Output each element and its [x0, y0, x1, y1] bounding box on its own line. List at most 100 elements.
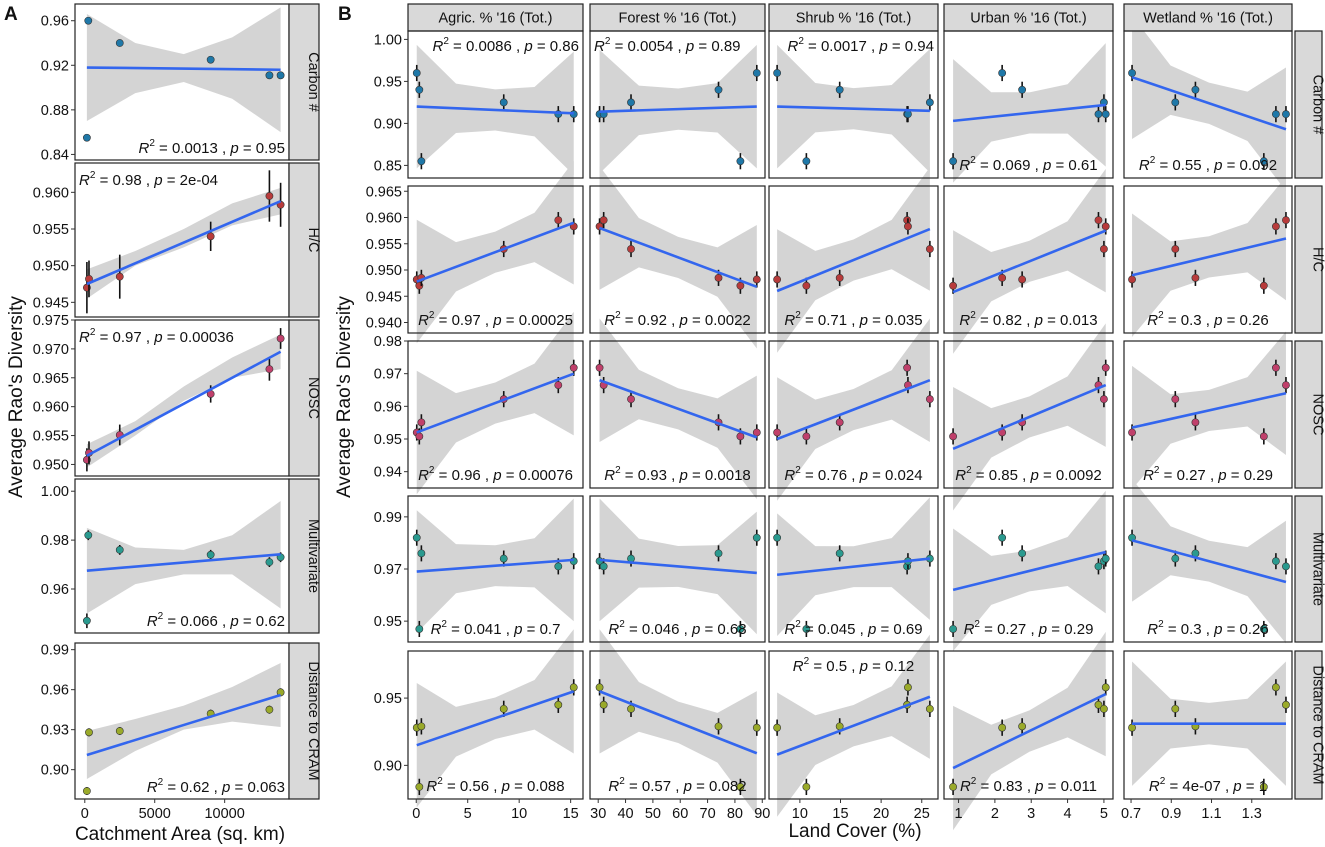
a-nosc-data-point [265, 365, 274, 374]
b-nosc-c1-y-tick-label: 0.94 [374, 465, 402, 481]
b-multivariate-c4-data-point [1018, 549, 1027, 558]
b-multivariate-c2-data-point [714, 549, 723, 558]
b-distance-to-cram-c1-x-tick-label: 15 [563, 806, 579, 822]
b-nosc-c2-data-point [595, 363, 604, 372]
b-nosc-c5-data-point [1171, 395, 1180, 404]
b-distance-to-cram-c4-x-tick-label: 5 [1100, 806, 1108, 822]
b-multivariate-c5-fit-line [1131, 539, 1287, 584]
b-h-c-c4-stat-annotation: R2 = 0.82 , p = 0.013 [959, 310, 1097, 329]
b-h-c-c1-y-tick-label: 0.940 [366, 316, 402, 332]
b-carbon-c4-stat-annotation: R2 = 0.069 , p = 0.61 [959, 155, 1097, 174]
b-col-3-strip-label: Shrub % '16 (Tot.) [796, 11, 912, 27]
a-multivariate-data-point [206, 550, 215, 559]
panel-a-label: A [4, 4, 18, 25]
b-nosc-c5-frame [1123, 340, 1293, 489]
b-h-c-c4-data-point [998, 273, 1007, 282]
b-carbon-c3-data-point [925, 98, 934, 107]
a-nosc-y-tick-label: 0.965 [33, 371, 69, 387]
a-carbon-data-point [276, 71, 285, 80]
b-distance-to-cram-c4-data-point [998, 723, 1007, 732]
b-carbon-c4-fit-line [952, 103, 1106, 123]
a-nosc-y-tick-label: 0.970 [33, 342, 69, 358]
b-carbon-c3-data-point [773, 69, 782, 77]
b-nosc-c2-stat-annotation: R2 = 0.93 , p = 0.0018 [604, 465, 751, 484]
b-multivariate-c3-stat-annotation: R2 = 0.045 , p = 0.69 [784, 619, 922, 638]
a-distance-to-cram-row-strip [288, 642, 320, 800]
b-carbon-row-strip-label: Carbon # [1310, 75, 1325, 135]
a-distance-to-cram-y-tick-label: 0.99 [41, 643, 69, 659]
a-carbon-y-tick-label: 0.96 [41, 14, 69, 30]
b-distance-to-cram-c1-fit-line [416, 690, 575, 747]
b-nosc-row-strip-label: NOSC [1310, 394, 1325, 436]
b-carbon-c5-frame [1123, 30, 1293, 179]
b-nosc-c3-data-point [773, 428, 782, 437]
b-h-c-c2-frame [589, 185, 766, 334]
b-distance-to-cram-c4-data-point [1094, 700, 1103, 709]
b-distance-to-cram-c1-y-tick-label: 0.95 [374, 691, 402, 707]
b-distance-to-cram-c3-stat-annotation: R2 = 0.5 , p = 0.12 [793, 656, 915, 675]
b-h-c-row-strip-label: H/C [1310, 247, 1325, 272]
b-carbon-c1-data-point [417, 157, 426, 166]
b-carbon-c1-frame [407, 30, 584, 179]
b-col-4-strip-label: Urban % '16 (Tot.) [970, 11, 1086, 27]
b-nosc-c2-fit-line [599, 378, 758, 439]
b-multivariate-c2-data-point [736, 625, 745, 633]
b-carbon-c2-data-point [714, 85, 723, 94]
b-distance-to-cram-c5-data-point [1171, 704, 1180, 713]
b-distance-to-cram-c2-data-point [599, 700, 608, 709]
b-h-c-c2-data-point [714, 273, 723, 282]
b-col-3-strip [768, 3, 939, 32]
b-nosc-c2-data-point [736, 432, 745, 441]
a-distance-to-cram-confidence-band [86, 663, 281, 779]
b-multivariate-c4-data-point [1094, 562, 1103, 571]
b-distance-to-cram-c4-data-point [949, 782, 957, 791]
b-distance-to-cram-c3-x-tick-label: 10 [792, 806, 808, 822]
a-multivariate-confidence-band [86, 501, 281, 614]
b-distance-to-cram-c3-x-tick-label: 25 [914, 806, 930, 822]
b-carbon-c5-data-point [1282, 110, 1290, 119]
a-carbon-stat-annotation: R2 = 0.0013 , p = 0.95 [138, 138, 285, 157]
b-h-c-c4-data-point [1018, 275, 1027, 284]
b-nosc-c1-fit-line [416, 372, 575, 434]
a-multivariate-data-point [265, 558, 274, 567]
a-carbon-data-point [82, 133, 91, 142]
b-nosc-c2-data-point [627, 395, 635, 404]
b-carbon-c3-data-point [802, 157, 811, 166]
b-multivariate-c3-data-point [802, 625, 811, 633]
b-h-c-c5-data-point [1259, 281, 1268, 290]
b-h-c-c2-data-point [599, 216, 608, 225]
b-h-c-c2-data-point [627, 245, 635, 253]
b-distance-to-cram-c3-frame [768, 650, 939, 800]
a-nosc-y-tick-label: 0.955 [33, 429, 69, 445]
b-multivariate-c5-data-point [1282, 562, 1290, 571]
b-carbon-c1-fit-line [416, 105, 574, 115]
a-nosc-y-tick-label: 0.960 [33, 400, 69, 416]
a-nosc-stat-annotation: R2 = 0.97 , p = 0.00036 [79, 327, 234, 346]
b-nosc-c3-stat-annotation: R2 = 0.76 , p = 0.024 [784, 465, 922, 484]
a-distance-to-cram-stat-annotation: R2 = 0.62 , p = 0.063 [147, 777, 285, 796]
b-multivariate-row-strip-label: Multivariate [1310, 532, 1325, 606]
b-distance-to-cram-c2-data-point [595, 683, 604, 692]
b-multivariate-c3-fit-line [776, 557, 931, 577]
a-distance-to-cram-data-point [85, 728, 93, 737]
b-nosc-c3-frame [768, 340, 939, 489]
panel-b-label: B [338, 4, 352, 25]
b-h-c-c2-fit-line [599, 226, 758, 289]
b-multivariate-c1-stat-annotation: R2 = 0.041 , p = 0.7 [431, 619, 561, 638]
a-nosc-y-tick-label: 0.950 [33, 457, 69, 473]
b-nosc-c3-data-point [802, 432, 811, 441]
b-carbon-c5-data-point [1128, 69, 1136, 77]
b-nosc-c4-stat-annotation: R2 = 0.85 , p = 0.0092 [955, 465, 1102, 484]
b-multivariate-c4-data-point [998, 533, 1007, 542]
b-carbon-c3-data-point [904, 110, 912, 119]
a-multivariate-y-tick-label: 0.96 [41, 582, 69, 598]
b-h-c-c5-data-point [1171, 245, 1180, 253]
b-h-c-c4-fit-line [952, 229, 1107, 294]
a-multivariate-data-point [82, 616, 91, 625]
b-h-c-c3-data-point [773, 275, 782, 284]
a-multivariate-row-strip-label: Multivariate [305, 519, 321, 593]
a-nosc-y-tick-label: 0.975 [33, 313, 69, 329]
b-distance-to-cram-c1-x-tick-label: 10 [511, 806, 527, 822]
b-h-c-c3-frame [768, 185, 939, 334]
